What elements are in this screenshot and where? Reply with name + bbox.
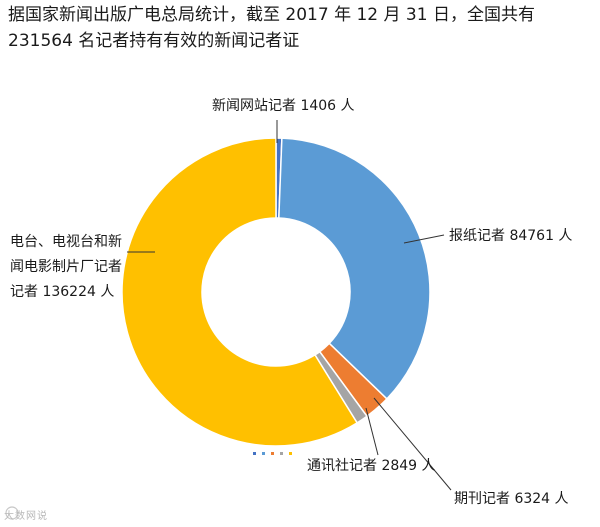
data-label-2-line-0: 期刊记者 6324 人 xyxy=(454,491,569,507)
data-label-0-line-0: 新闻网站记者 1406 人 xyxy=(212,98,355,114)
donut-slice-1 xyxy=(278,137,431,400)
title-line-2: 231564 名记者持有有效的新闻记者证 xyxy=(8,31,300,51)
legend-marker-2 xyxy=(271,452,274,455)
legend-marker-0 xyxy=(253,452,256,455)
watermark-text: 大数网说 xyxy=(4,511,48,522)
legend-marker-3 xyxy=(280,452,283,455)
chart-title: 据国家新闻出版广电总局统计，截至 2017 年 12 月 31 日，全国共有 2… xyxy=(8,2,593,54)
leader-line-3 xyxy=(365,407,379,456)
data-label-1-line-0: 报纸记者 84761 人 xyxy=(449,228,572,244)
title-line-1: 据国家新闻出版广电总局统计，截至 2017 年 12 月 31 日，全国共有 xyxy=(8,5,535,25)
data-label-4-line-1: 闻电影制片厂记者 xyxy=(10,259,122,275)
leader-line-1 xyxy=(403,234,445,244)
data-label-3-line-0: 通讯社记者 2849 人 xyxy=(307,458,436,474)
legend-marker-4 xyxy=(289,452,292,455)
data-label-4-line-0: 电台、电视台和新 xyxy=(10,234,122,250)
legend-marker-1 xyxy=(262,452,265,455)
data-label-4-line-2: 记者 136224 人 xyxy=(10,284,114,300)
donut-slice-4 xyxy=(121,137,359,447)
watermark-logo-icon xyxy=(5,506,19,520)
leader-line-2 xyxy=(373,397,452,491)
